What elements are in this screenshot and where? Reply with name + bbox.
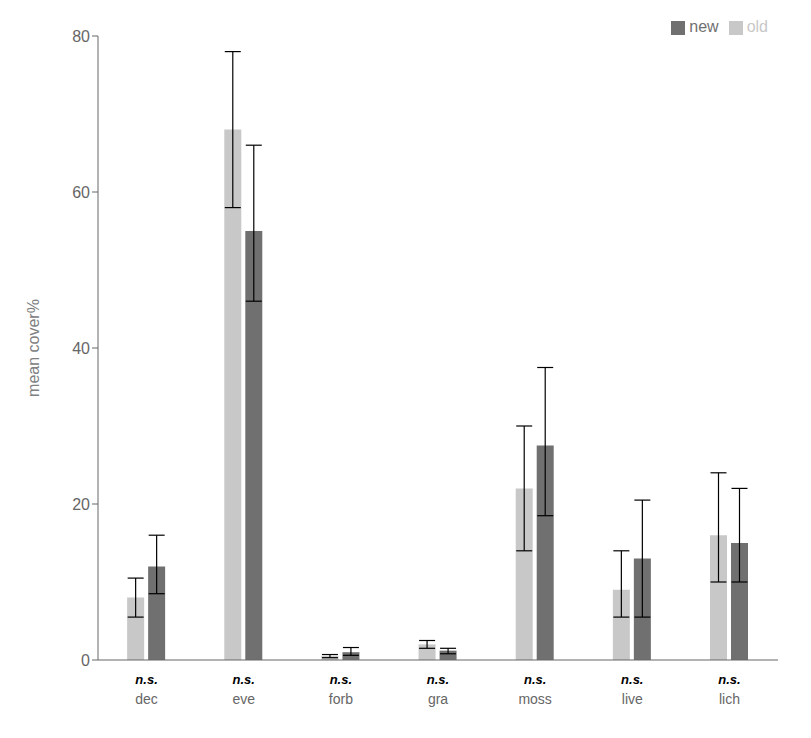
svg-text:n.s.: n.s. [330, 672, 352, 687]
svg-text:80: 80 [72, 28, 90, 45]
svg-text:n.s.: n.s. [621, 672, 643, 687]
svg-text:dec: dec [135, 691, 158, 707]
svg-text:gra: gra [428, 691, 448, 707]
svg-text:live: live [622, 691, 643, 707]
svg-text:forb: forb [329, 691, 353, 707]
svg-text:0: 0 [81, 652, 90, 669]
html-text:old: old [746, 18, 768, 35]
svg-text:n.s.: n.s. [135, 672, 157, 687]
svg-text:mean cover%: mean cover% [25, 299, 42, 397]
svg-text:n.s.: n.s. [427, 672, 449, 687]
svg-text:n.s.: n.s. [524, 672, 546, 687]
svg-text:moss: moss [518, 691, 551, 707]
svg-text:n.s.: n.s. [233, 672, 255, 687]
svg-text:n.s.: n.s. [718, 672, 740, 687]
svg-text:lich: lich [719, 691, 740, 707]
svg-text:40: 40 [72, 340, 90, 357]
svg-text:60: 60 [72, 184, 90, 201]
svg-text:eve: eve [232, 691, 255, 707]
svg-text:20: 20 [72, 496, 90, 513]
html-text:new: new [689, 18, 719, 35]
